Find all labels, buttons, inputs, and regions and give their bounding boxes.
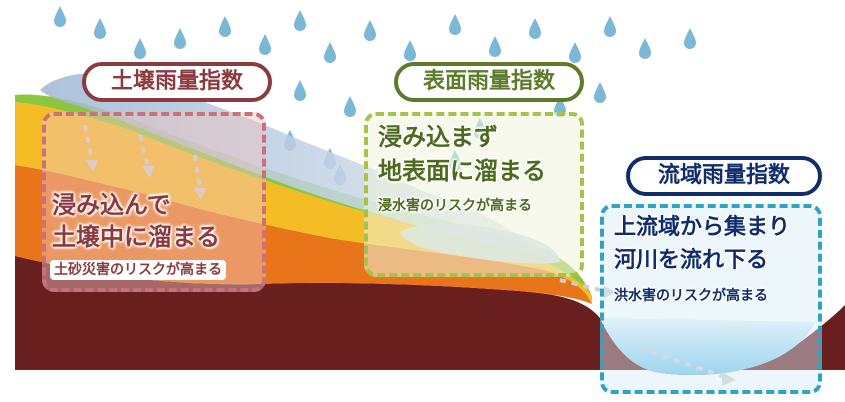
soil-index-title: 土壌雨量指数 (82, 62, 272, 102)
flow-arrowheads (86, 160, 736, 386)
raindrop (219, 16, 231, 37)
raindrop (294, 10, 306, 31)
basin-index-text-line2: 河川を流れ下る (614, 248, 769, 273)
soil-index-risk: 土砂災害のリスクが高まる (50, 260, 226, 281)
raindrop (134, 38, 146, 59)
raindrop (489, 36, 501, 57)
river-water (600, 318, 815, 376)
raindrop (259, 34, 271, 55)
basin-index-risk: 洪水害のリスクが高まる (614, 288, 768, 304)
raindrop (324, 42, 336, 63)
basin-index-box (600, 204, 822, 394)
surface-index-title: 表面雨量指数 (394, 62, 584, 102)
raindrop (404, 40, 416, 61)
raindrop (604, 16, 616, 37)
basin-index-title: 流域雨量指数 (626, 156, 822, 196)
raindrop (364, 20, 376, 41)
soil-index-text-line1: 浸み込んで (52, 191, 171, 219)
raindrop (569, 42, 581, 63)
raindrop (449, 14, 461, 35)
raindrop (54, 6, 66, 27)
surface-index-risk: 浸水害のリスクが高まる (378, 198, 532, 214)
raindrop (294, 80, 306, 101)
raindrop (684, 28, 696, 49)
surface-index-text-line2: 地表面に溜まる (378, 157, 546, 185)
raindrop (529, 18, 541, 39)
raindrop (639, 38, 651, 59)
soil-index-text-line2: 土壌中に溜まる (52, 223, 220, 251)
surface-index-box (364, 112, 584, 277)
surface-index-text-line1: 浸み込まず (378, 123, 498, 151)
raindrop (94, 18, 106, 39)
raindrop (344, 96, 356, 117)
basin-index-text-line1: 上流域から集まり (614, 215, 791, 240)
raindrop (594, 82, 606, 103)
raindrop (554, 96, 566, 117)
raindrop (174, 28, 186, 49)
bedrock-layer (15, 180, 845, 376)
